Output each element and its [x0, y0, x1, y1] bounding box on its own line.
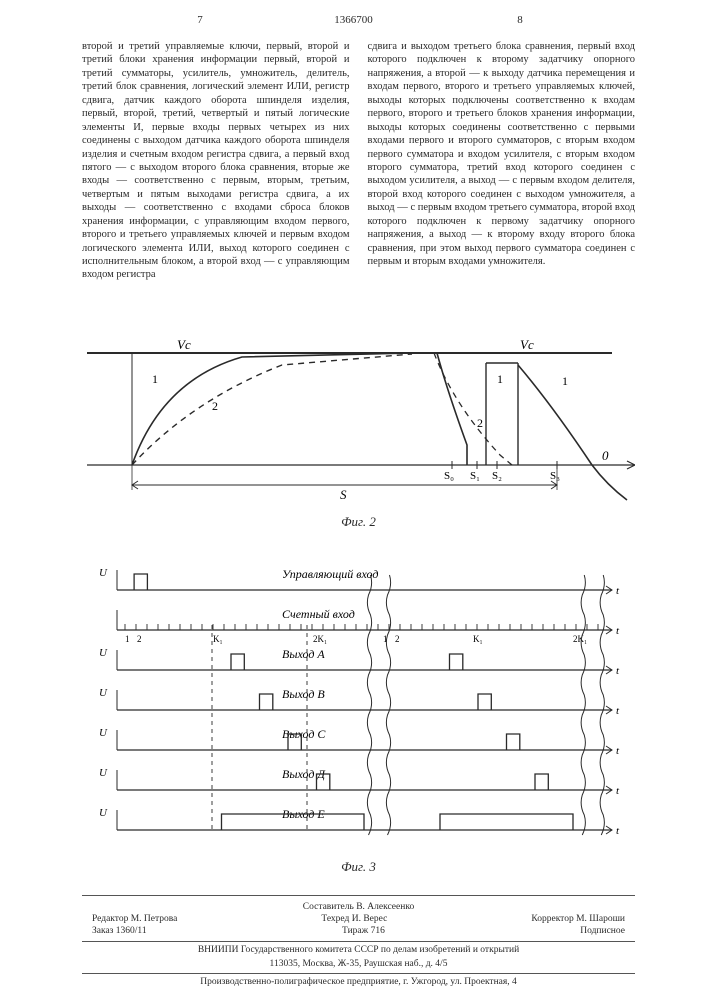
vc-right-label: Vc	[520, 337, 534, 352]
figure-3: UУправляющий входtСчетный входt12K₁2K₁12…	[82, 565, 635, 865]
column-right: сдвига и выходом третьего блока сравнени…	[368, 40, 636, 282]
svg-text:2: 2	[395, 634, 400, 644]
organization: ВНИИПИ Государственного комитета СССР по…	[82, 945, 635, 957]
svg-text:K₁: K₁	[473, 634, 483, 644]
corrector: Корректор М. Шароши	[531, 914, 625, 926]
svg-text:Выход В: Выход В	[282, 687, 325, 701]
svg-text:U: U	[99, 727, 108, 739]
printer: Производственно-полиграфическое предприя…	[82, 977, 635, 989]
zero-label: 0	[602, 448, 609, 463]
curve1-label-a: 1	[152, 372, 158, 386]
s3-label: S₃	[550, 470, 560, 482]
svg-text:t: t	[616, 585, 620, 597]
address: 113035, Москва, Ж-35, Раушская наб., д. …	[82, 959, 635, 971]
signed: Подписное	[580, 926, 625, 938]
editor: Редактор М. Петрова	[92, 914, 177, 926]
svg-text:t: t	[616, 705, 620, 717]
svg-text:U: U	[99, 767, 108, 779]
curve1-label-c: 1	[562, 374, 568, 388]
svg-text:Счетный вход: Счетный вход	[282, 607, 355, 621]
svg-text:t: t	[616, 745, 620, 757]
order-number: Заказ 1360/11	[92, 926, 147, 938]
column-left: второй и третий управляемые ключи, первы…	[82, 40, 350, 282]
svg-text:t: t	[616, 625, 620, 637]
compiler: Составитель В. Алексеенко	[82, 902, 635, 914]
curve2-label-a: 2	[212, 399, 218, 413]
tirage: Тираж 716	[342, 926, 385, 938]
svg-text:U: U	[99, 807, 108, 819]
vc-left-label: Vc	[177, 337, 191, 352]
tech-editor: Техред И. Верес	[321, 914, 387, 926]
svg-text:1: 1	[125, 634, 130, 644]
curve2-label-b: 2	[477, 416, 483, 430]
s1-label: S₁	[470, 470, 480, 482]
s0-label: S₀	[444, 470, 454, 482]
svg-text:U: U	[99, 687, 108, 699]
svg-text:t: t	[616, 825, 620, 837]
svg-text:2K₁: 2K₁	[313, 634, 327, 644]
curve1-label-b: 1	[497, 372, 503, 386]
page-number-left: 7	[100, 14, 300, 26]
text-columns: второй и третий управляемые ключи, первы…	[82, 40, 635, 282]
figure-3-caption: Фиг. 3	[82, 859, 635, 875]
page-number-right: 8	[420, 14, 620, 26]
figure-2-caption: Фиг. 2	[82, 514, 635, 530]
svg-text:K₁: K₁	[213, 634, 223, 644]
s-label: S	[340, 487, 347, 502]
svg-text:t: t	[616, 785, 620, 797]
svg-text:Выход А: Выход А	[282, 647, 325, 661]
svg-text:Управляющий вход: Управляющий вход	[282, 567, 378, 581]
figure-2: Vc Vc 1 2 1 2 1 S S₀ S₁ S₂ S₃ 0 Фиг. 2	[82, 335, 635, 525]
svg-text:2K₁: 2K₁	[573, 634, 587, 644]
s2-label: S₂	[492, 470, 502, 482]
svg-text:U: U	[99, 647, 108, 659]
svg-text:2: 2	[137, 634, 142, 644]
svg-text:U: U	[99, 567, 108, 579]
svg-text:t: t	[616, 665, 620, 677]
footer: Составитель В. Алексеенко Редактор М. Пе…	[82, 895, 635, 989]
